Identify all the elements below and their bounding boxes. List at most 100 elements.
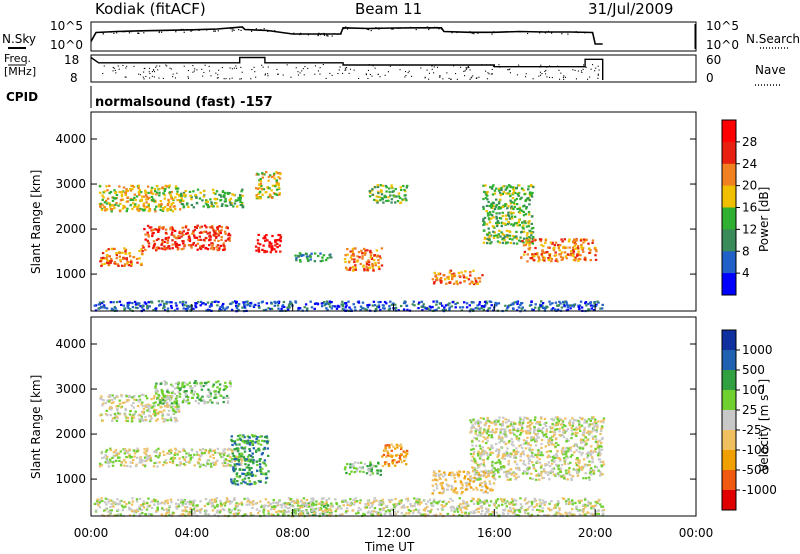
range-gate-cell	[545, 430, 548, 433]
range-gate-cell	[460, 271, 463, 274]
range-gate-cell	[158, 226, 161, 229]
range-gate-cell	[365, 309, 369, 312]
range-gate-cell	[512, 189, 516, 192]
range-gate-cell	[398, 196, 402, 200]
range-gate-cell	[113, 417, 116, 420]
range-gate-cell	[288, 303, 291, 306]
range-gate-cell	[579, 466, 582, 469]
range-gate-cell	[102, 300, 105, 303]
range-gate-cell	[466, 470, 470, 474]
range-gate-cell	[379, 500, 383, 503]
range-gate-cell	[158, 454, 161, 457]
range-gate-cell	[481, 446, 484, 449]
range-gate-cell	[484, 424, 487, 427]
range-gate-cell	[491, 214, 494, 217]
range-gate-cell	[218, 307, 222, 310]
range-gate-cell	[181, 203, 185, 206]
range-gate-cell	[297, 255, 301, 258]
range-gate-cell	[540, 428, 543, 431]
range-gate-cell	[243, 306, 247, 309]
nave-point	[546, 76, 548, 78]
range-gate-cell	[183, 193, 186, 196]
range-gate-cell	[558, 474, 561, 477]
range-gate-cell	[248, 436, 251, 439]
range-gate-cell	[488, 482, 492, 486]
range-gate-cell	[560, 419, 563, 422]
nave-point	[442, 78, 444, 80]
range-gate-cell	[230, 308, 234, 311]
range-gate-cell	[580, 465, 584, 469]
nave-point	[509, 72, 511, 74]
range-gate-cell	[149, 456, 153, 459]
nsearch-point	[158, 30, 160, 32]
nave-point	[290, 76, 292, 78]
range-gate-cell	[151, 234, 154, 238]
range-gate-cell	[114, 449, 118, 452]
range-gate-cell	[143, 456, 147, 459]
range-gate-cell	[216, 459, 219, 462]
range-gate-cell	[193, 236, 197, 239]
nave-point	[358, 77, 360, 79]
range-gate-cell	[187, 238, 190, 241]
range-gate-cell	[558, 300, 561, 303]
range-gate-cell	[584, 436, 587, 439]
range-gate-cell	[227, 234, 230, 237]
range-gate-cell	[188, 305, 191, 308]
range-gate-cell	[343, 302, 347, 305]
range-gate-cell	[482, 218, 485, 221]
range-gate-cell	[362, 265, 365, 268]
nave-point	[597, 74, 599, 76]
range-gate-cell	[552, 248, 556, 252]
range-gate-cell	[474, 279, 478, 282]
range-gate-cell	[389, 194, 392, 197]
nsearch-point	[122, 31, 124, 33]
nsearch-point	[539, 32, 541, 34]
range-gate-cell	[257, 304, 260, 308]
nave-point	[563, 78, 565, 80]
nave-point	[448, 77, 450, 79]
range-gate-cell	[433, 281, 436, 284]
range-gate-cell	[382, 304, 385, 307]
range-gate-cell	[233, 459, 237, 463]
range-gate-cell	[502, 237, 506, 240]
beam-title: Beam 11	[355, 0, 422, 18]
range-gate-cell	[166, 419, 169, 422]
nave-point	[411, 75, 413, 77]
range-gate-cell	[240, 457, 243, 460]
range-gate-cell	[488, 470, 492, 473]
range-gate-cell	[210, 203, 214, 206]
range-gate-cell	[520, 187, 524, 190]
nave-point	[469, 69, 471, 71]
range-gate-cell	[119, 260, 122, 263]
range-gate-cell	[385, 190, 388, 193]
nave-point	[431, 68, 433, 70]
range-gate-cell	[227, 237, 230, 240]
range-gate-cell	[532, 436, 535, 439]
range-gate-cell	[110, 309, 113, 312]
range-gate-cell	[146, 405, 150, 408]
range-gate-cell	[522, 224, 525, 227]
range-gate-cell	[240, 459, 244, 462]
range-gate-cell	[260, 453, 264, 456]
range-gate-cell	[161, 414, 164, 417]
range-gate-cell	[353, 306, 357, 309]
range-gate-cell	[592, 426, 596, 429]
range-gate-cell	[101, 198, 104, 201]
range-gate-cell	[578, 451, 581, 454]
range-gate-cell	[240, 501, 243, 504]
range-gate-cell	[278, 192, 281, 195]
range-gate-cell	[118, 503, 121, 506]
range-gate-cell	[564, 417, 567, 420]
range-gate-cell	[153, 404, 156, 407]
range-gate-cell	[170, 402, 174, 405]
range-gate-cell	[253, 434, 256, 437]
range-gate-cell	[344, 266, 348, 269]
range-gate-cell	[115, 257, 118, 260]
range-gate-cell	[222, 464, 225, 467]
range-gate-cell	[388, 305, 391, 308]
range-gate-cell	[143, 459, 146, 463]
range-gate-cell	[569, 420, 572, 423]
range-gate-cell	[244, 463, 247, 466]
range-gate-cell	[150, 191, 153, 194]
range-gate-cell	[226, 462, 230, 466]
